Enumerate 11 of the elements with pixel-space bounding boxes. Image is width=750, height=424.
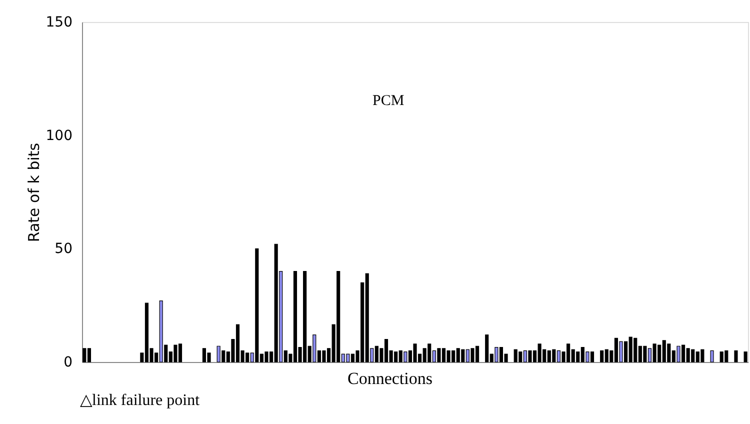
y-tick-label: 150 [46, 14, 72, 30]
annotation: PCM [372, 93, 404, 109]
x-axis-title: Connections [348, 369, 432, 388]
y-tick-label: 0 [64, 354, 72, 370]
bar [734, 350, 738, 362]
y-axis-title: Rate of k bits [24, 142, 43, 242]
bar [710, 350, 714, 362]
y-tick-label: 50 [54, 241, 72, 258]
bar [744, 352, 748, 362]
y-tick-label: 100 [46, 128, 72, 144]
text: △link failure point [80, 392, 200, 409]
